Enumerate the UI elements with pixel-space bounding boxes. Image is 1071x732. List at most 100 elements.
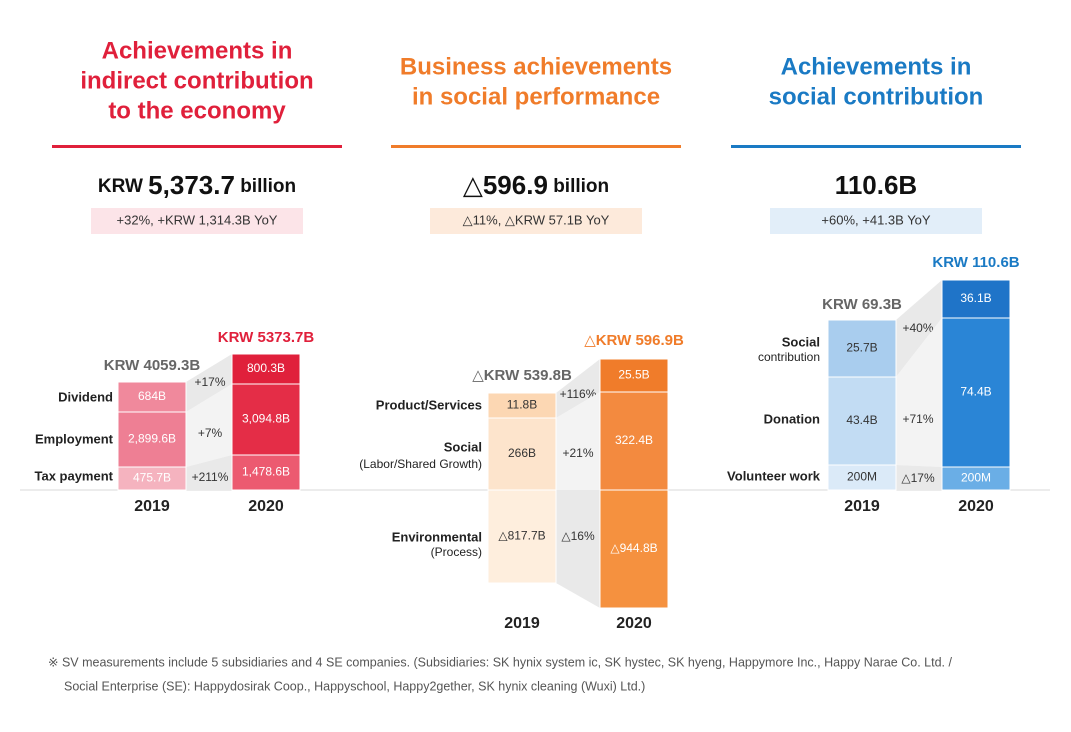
panel-title: Achievements in [102, 37, 293, 64]
row-change: +7% [198, 426, 223, 440]
row-label: Social [444, 439, 482, 454]
title-rule [52, 145, 342, 148]
segment-label: 322.4B [615, 433, 653, 447]
bar-segment [117, 466, 187, 491]
headline: KRW 5,373.7 billion [98, 170, 296, 200]
segment-label: 25.7B [846, 341, 877, 355]
row-change: +40% [902, 321, 933, 335]
panel-title: in social performance [412, 83, 660, 110]
row-label: Donation [764, 411, 820, 426]
bar-total: KRW 4059.3B [104, 357, 201, 374]
year-label: 2020 [958, 498, 994, 515]
bar-segment [827, 376, 897, 466]
row-change: +116% [560, 387, 597, 401]
title-rule [391, 145, 681, 148]
headline-part: 110.6B [835, 170, 917, 200]
segment-label: 43.4B [846, 413, 877, 427]
connector [186, 455, 232, 490]
bar-total: △KRW 539.8B [472, 367, 572, 384]
headline-part: 596.9 [483, 170, 548, 200]
row-label: Social [782, 334, 820, 349]
headline-part: billion [235, 176, 296, 197]
segment-label: 200M [961, 471, 991, 485]
segment-label: 2,899.6B [128, 432, 176, 446]
panel-title: social contribution [769, 83, 984, 110]
connector [556, 359, 600, 418]
change-box [91, 208, 303, 234]
headline-part: billion [548, 176, 609, 197]
yoy-change: +60%, +41.3B YoY [821, 212, 930, 227]
row-label: Tax payment [34, 468, 113, 483]
segment-label: 11.8B [507, 398, 537, 412]
bar-segment [487, 489, 557, 584]
row-label: contribution [758, 350, 820, 364]
row-change: △16% [561, 529, 595, 543]
title-rule [731, 145, 1021, 148]
segment-label: 800.3B [247, 361, 285, 375]
row-label: Volunteer work [727, 468, 821, 483]
bar-segment [941, 279, 1011, 319]
bar-total: KRW 110.6B [932, 254, 1019, 271]
segment-label: 200M [847, 470, 877, 484]
bar-segment [599, 489, 669, 609]
headline: 110.6B [835, 170, 917, 200]
segment-label: 74.4B [960, 385, 991, 399]
row-label: Employment [35, 431, 114, 446]
year-label: 2020 [616, 615, 652, 632]
yoy-change: +32%, +KRW 1,314.3B YoY [117, 212, 278, 227]
row-label: Environmental [392, 529, 482, 544]
bar-segment [231, 353, 301, 385]
year-label: 2019 [844, 498, 880, 515]
bar-total: △KRW 596.9B [584, 332, 684, 349]
bar-segment [827, 464, 897, 491]
row-change: △17% [901, 471, 935, 485]
bar-segment [117, 411, 187, 468]
segment-label: 3,094.8B [242, 412, 290, 426]
bar-segment [599, 358, 669, 393]
bar-segment [827, 319, 897, 378]
bar-segment [487, 417, 557, 491]
headline: △596.9 billion [463, 170, 609, 200]
connector [186, 384, 232, 467]
headline-part: △ [463, 170, 483, 200]
segment-label: 25.5B [618, 368, 649, 382]
connector [896, 318, 942, 467]
row-label: Dividend [58, 389, 113, 404]
segment-label: 36.1B [960, 291, 991, 305]
panel-title: Business achievements [400, 53, 672, 80]
bar-total: KRW 5373.7B [218, 329, 315, 346]
connector [186, 354, 232, 412]
headline-part: KRW [98, 176, 148, 197]
row-change: +17% [194, 375, 225, 389]
row-label: (Labor/Shared Growth) [359, 457, 482, 471]
bar-segment [941, 317, 1011, 468]
segment-label: 475.7B [133, 471, 171, 485]
row-change: +71% [902, 412, 933, 426]
bar-segment [231, 383, 301, 456]
segment-label: △944.8B [610, 541, 657, 555]
bar-segment [599, 391, 669, 491]
panel-title: indirect contribution [80, 67, 313, 94]
segment-label: △817.7B [498, 529, 545, 543]
row-change: +211% [192, 470, 229, 484]
segment-label: 684B [138, 389, 166, 403]
footnote: ※ SV measurements include 5 subsidiaries… [48, 655, 952, 669]
yoy-change: △11%, △KRW 57.1B YoY [463, 212, 610, 227]
year-label: 2019 [134, 498, 170, 515]
bar-total: KRW 69.3B [822, 296, 902, 313]
year-label: 2020 [248, 498, 284, 515]
year-label: 2019 [504, 615, 540, 632]
connector [556, 490, 600, 608]
connector [896, 465, 942, 490]
connector [556, 392, 600, 490]
bar-segment [487, 392, 557, 419]
panel-title: Achievements in [781, 53, 972, 80]
segment-label: 266B [508, 446, 536, 460]
footnote: Social Enterprise (SE): Happydosirak Coo… [64, 679, 645, 693]
change-box [430, 208, 642, 234]
row-change: +21% [562, 446, 593, 460]
row-label: Product/Services [376, 397, 482, 412]
bar-segment [941, 466, 1011, 491]
connector [896, 280, 942, 377]
